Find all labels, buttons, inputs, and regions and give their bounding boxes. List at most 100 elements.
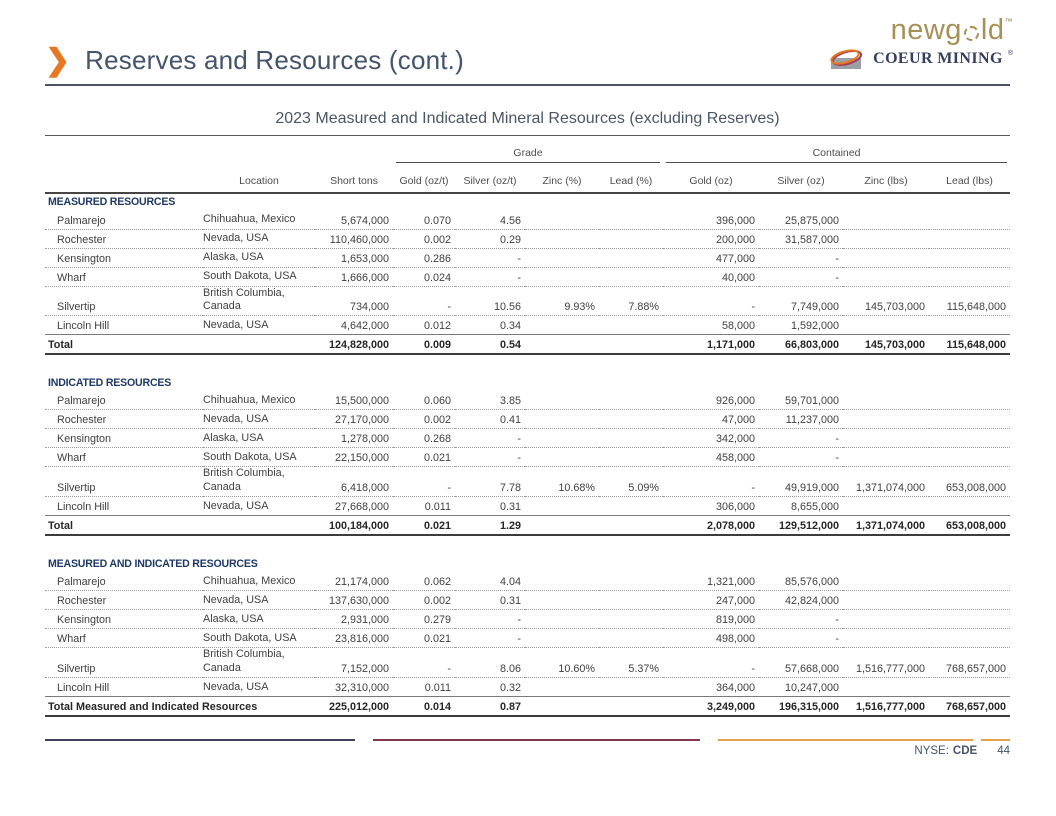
total-label: Total Measured and Indicated Resources bbox=[45, 696, 315, 717]
cell-short-tons: 2,931,000 bbox=[315, 609, 393, 630]
cell-gold-grade: - bbox=[393, 286, 455, 317]
page-number: 44 bbox=[997, 745, 1010, 757]
column-header-lead-grade: Lead (%) bbox=[599, 163, 663, 194]
cell-gold-grade: 0.024 bbox=[393, 267, 455, 287]
table-row: Rochester Nevada, USA 137,630,000 0.002 0.31… bbox=[45, 590, 1010, 611]
cell-short-tons: 32,310,000 bbox=[315, 677, 393, 698]
cell-location: South Dakota, USA bbox=[203, 628, 315, 649]
newgold-text-pre: newg bbox=[890, 14, 962, 46]
total-lead-grade bbox=[599, 515, 663, 536]
section-title-row: INDICATED RESOURCES bbox=[45, 374, 1010, 391]
cell-zinc-grade bbox=[525, 677, 599, 698]
cell-name: Lincoln Hill bbox=[45, 677, 203, 698]
cell-gold-contained: 364,000 bbox=[663, 677, 759, 698]
section-title-row: MEASURED AND INDICATED RESOURCES bbox=[45, 555, 1010, 572]
newgold-dashed-o-icon bbox=[963, 26, 979, 41]
cell-location: British Columbia, Canada bbox=[203, 466, 315, 498]
total-zinc-contained: 1,371,074,000 bbox=[843, 515, 929, 536]
cell-short-tons: 27,668,000 bbox=[315, 496, 393, 517]
total-row: Total Measured and Indicated Resources 22… bbox=[45, 696, 1010, 717]
footer-divider-orange bbox=[718, 739, 973, 741]
cell-silver-contained: 11,237,000 bbox=[759, 409, 843, 430]
total-label: Total bbox=[45, 334, 315, 355]
trademark-symbol: ™ bbox=[1004, 17, 1013, 26]
cell-location: British Columbia, Canada bbox=[203, 286, 315, 317]
cell-gold-grade: 0.268 bbox=[393, 428, 455, 449]
cell-lead-grade bbox=[599, 390, 663, 411]
cell-gold-grade: 0.011 bbox=[393, 496, 455, 517]
table-row: Rochester Nevada, USA 110,460,000 0.002 0.29… bbox=[45, 229, 1010, 249]
footer: NYSE: CDE 44 bbox=[45, 745, 1010, 757]
cell-silver-contained: 42,824,000 bbox=[759, 590, 843, 611]
cell-location: Nevada, USA bbox=[203, 229, 315, 249]
cell-location: Alaska, USA bbox=[203, 248, 315, 268]
cell-name: Palmarejo bbox=[45, 390, 203, 411]
table-row: Kensington Alaska, USA 2,931,000 0.279-819,… bbox=[45, 609, 1010, 630]
cell-lead-grade bbox=[599, 609, 663, 630]
cell-gold-grade: 0.279 bbox=[393, 609, 455, 630]
chevron-icon: ❯ bbox=[45, 43, 71, 77]
total-zinc-grade bbox=[525, 696, 599, 717]
cell-gold-contained: 200,000 bbox=[663, 229, 759, 249]
section-title: MEASURED RESOURCES bbox=[48, 196, 176, 208]
cell-silver-contained: 49,919,000 bbox=[759, 466, 843, 498]
table-row: Rochester Nevada, USA 27,170,000 0.002 0.41 4… bbox=[45, 409, 1010, 430]
cell-short-tons: 22,150,000 bbox=[315, 447, 393, 468]
cell-lead-grade: 5.37% bbox=[599, 647, 663, 679]
column-header-lead-contained: Lead (lbs) bbox=[929, 163, 1010, 194]
cell-silver-grade: 0.34 bbox=[455, 315, 525, 336]
total-lead-contained: 768,657,000 bbox=[929, 696, 1010, 717]
section-title: INDICATED RESOURCES bbox=[48, 376, 172, 389]
cell-zinc-grade bbox=[525, 267, 599, 287]
total-silver-contained: 129,512,000 bbox=[759, 515, 843, 536]
cell-zinc-contained bbox=[843, 315, 929, 336]
cell-silver-contained: 57,668,000 bbox=[759, 647, 843, 679]
cell-silver-contained: 25,875,000 bbox=[759, 210, 843, 230]
table-row: Wharf South Dakota, USA 22,150,000 0.021-45… bbox=[45, 447, 1010, 468]
table-title: 2023 Measured and Indicated Mineral Reso… bbox=[45, 110, 1010, 136]
cell-lead-contained bbox=[929, 390, 1010, 411]
ticker-label: NYSE: bbox=[914, 745, 949, 757]
cell-silver-contained: 10,247,000 bbox=[759, 677, 843, 698]
cell-gold-grade: 0.021 bbox=[393, 447, 455, 468]
cell-gold-contained: 47,000 bbox=[663, 409, 759, 430]
cell-name: Silvertip bbox=[45, 286, 203, 317]
total-gold-contained: 2,078,000 bbox=[663, 515, 759, 536]
resources-table: Grade Contained Location Short tons Gold… bbox=[45, 140, 1010, 717]
cell-lead-contained bbox=[929, 315, 1010, 336]
total-gold-grade: 0.009 bbox=[393, 334, 455, 355]
column-header-location: Location bbox=[203, 163, 315, 194]
cell-gold-contained: 58,000 bbox=[663, 315, 759, 336]
contained-group-header: Contained bbox=[663, 140, 1010, 163]
cell-gold-contained: 247,000 bbox=[663, 590, 759, 611]
cell-silver-contained: 8,655,000 bbox=[759, 496, 843, 517]
column-header-row: Location Short tons Gold (oz/t) Silver (… bbox=[45, 163, 1010, 194]
table-row: Lincoln Hill Nevada, USA 27,668,000 0.011 0.… bbox=[45, 496, 1010, 517]
cell-zinc-contained: 1,516,777,000 bbox=[843, 647, 929, 679]
cell-location: Nevada, USA bbox=[203, 315, 315, 336]
table-row: Kensington Alaska, USA 1,278,000 0.268-342,… bbox=[45, 428, 1010, 449]
total-row: Total 100,184,000 0.021 1.29 2,078,000 129,51… bbox=[45, 515, 1010, 536]
cell-zinc-contained bbox=[843, 428, 929, 449]
cell-silver-grade: 8.06 bbox=[455, 647, 525, 679]
cell-name: Lincoln Hill bbox=[45, 315, 203, 336]
cell-short-tons: 137,630,000 bbox=[315, 590, 393, 611]
cell-location: Nevada, USA bbox=[203, 677, 315, 698]
table-row: Palmarejo Chihuahua, Mexico 5,674,000 0.070… bbox=[45, 210, 1010, 230]
cell-silver-grade: 0.32 bbox=[455, 677, 525, 698]
cell-zinc-contained bbox=[843, 496, 929, 517]
table-row: Silvertip British Columbia, Canada 734,000… bbox=[45, 286, 1010, 317]
cell-lead-grade: 5.09% bbox=[599, 466, 663, 498]
cell-gold-grade: 0.021 bbox=[393, 628, 455, 649]
cell-zinc-grade bbox=[525, 390, 599, 411]
group-header-row: Grade Contained bbox=[45, 140, 1010, 163]
table-row: Silvertip British Columbia, Canada 6,418,0… bbox=[45, 466, 1010, 498]
cell-gold-grade: 0.002 bbox=[393, 409, 455, 430]
column-header-silver-grade: Silver (oz/t) bbox=[455, 163, 525, 194]
cell-zinc-contained: 1,371,074,000 bbox=[843, 466, 929, 498]
cell-short-tons: 734,000 bbox=[315, 286, 393, 317]
cell-short-tons: 1,653,000 bbox=[315, 248, 393, 268]
cell-lead-grade bbox=[599, 248, 663, 268]
page-title: Reserves and Resources (cont.) bbox=[85, 45, 464, 75]
cell-silver-contained: 7,749,000 bbox=[759, 286, 843, 317]
